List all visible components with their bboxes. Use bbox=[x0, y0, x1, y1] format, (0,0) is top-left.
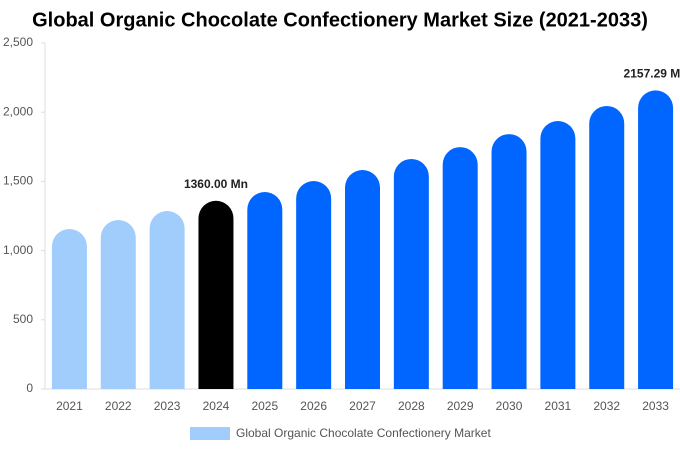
bar bbox=[393, 158, 429, 389]
x-tick-label: 2028 bbox=[398, 399, 425, 413]
x-tick-label: 2022 bbox=[105, 399, 132, 413]
bar bbox=[247, 192, 283, 389]
x-tick-label: 2027 bbox=[349, 399, 376, 413]
bar bbox=[540, 121, 576, 389]
x-tick-label: 2021 bbox=[56, 399, 83, 413]
x-tick-label: 2025 bbox=[251, 399, 278, 413]
x-tick-label: 2030 bbox=[496, 399, 523, 413]
legend-swatch bbox=[190, 427, 230, 440]
bar bbox=[442, 147, 478, 389]
bar bbox=[198, 200, 234, 389]
bar bbox=[638, 90, 674, 389]
bar bbox=[51, 229, 87, 389]
data-label: 2157.29 Mn bbox=[624, 67, 680, 81]
x-tick-label: 2024 bbox=[203, 399, 230, 413]
data-label: 1360.00 Mn bbox=[184, 177, 248, 191]
x-tick-label: 2026 bbox=[300, 399, 327, 413]
bar bbox=[100, 220, 136, 389]
x-tick-label: 2031 bbox=[545, 399, 572, 413]
y-tick-label: 0 bbox=[26, 381, 33, 395]
y-tick-label: 500 bbox=[13, 312, 33, 326]
legend-label: Global Organic Chocolate Confectionery M… bbox=[236, 426, 491, 440]
y-tick-label: 1,500 bbox=[3, 174, 33, 188]
y-tick-label: 2,000 bbox=[3, 104, 33, 118]
y-tick-label: 1,000 bbox=[3, 243, 33, 257]
bar bbox=[296, 180, 332, 389]
bar bbox=[589, 105, 625, 390]
x-tick-label: 2033 bbox=[642, 399, 669, 413]
x-tick-label: 2029 bbox=[447, 399, 474, 413]
x-tick-label: 2032 bbox=[593, 399, 620, 413]
y-tick-label: 2,500 bbox=[3, 35, 33, 49]
bar bbox=[345, 170, 380, 389]
bar bbox=[491, 134, 527, 389]
chart-title: Global Organic Chocolate Confectionery M… bbox=[32, 9, 648, 31]
x-tick-label: 2023 bbox=[154, 399, 181, 413]
bar bbox=[149, 211, 185, 389]
